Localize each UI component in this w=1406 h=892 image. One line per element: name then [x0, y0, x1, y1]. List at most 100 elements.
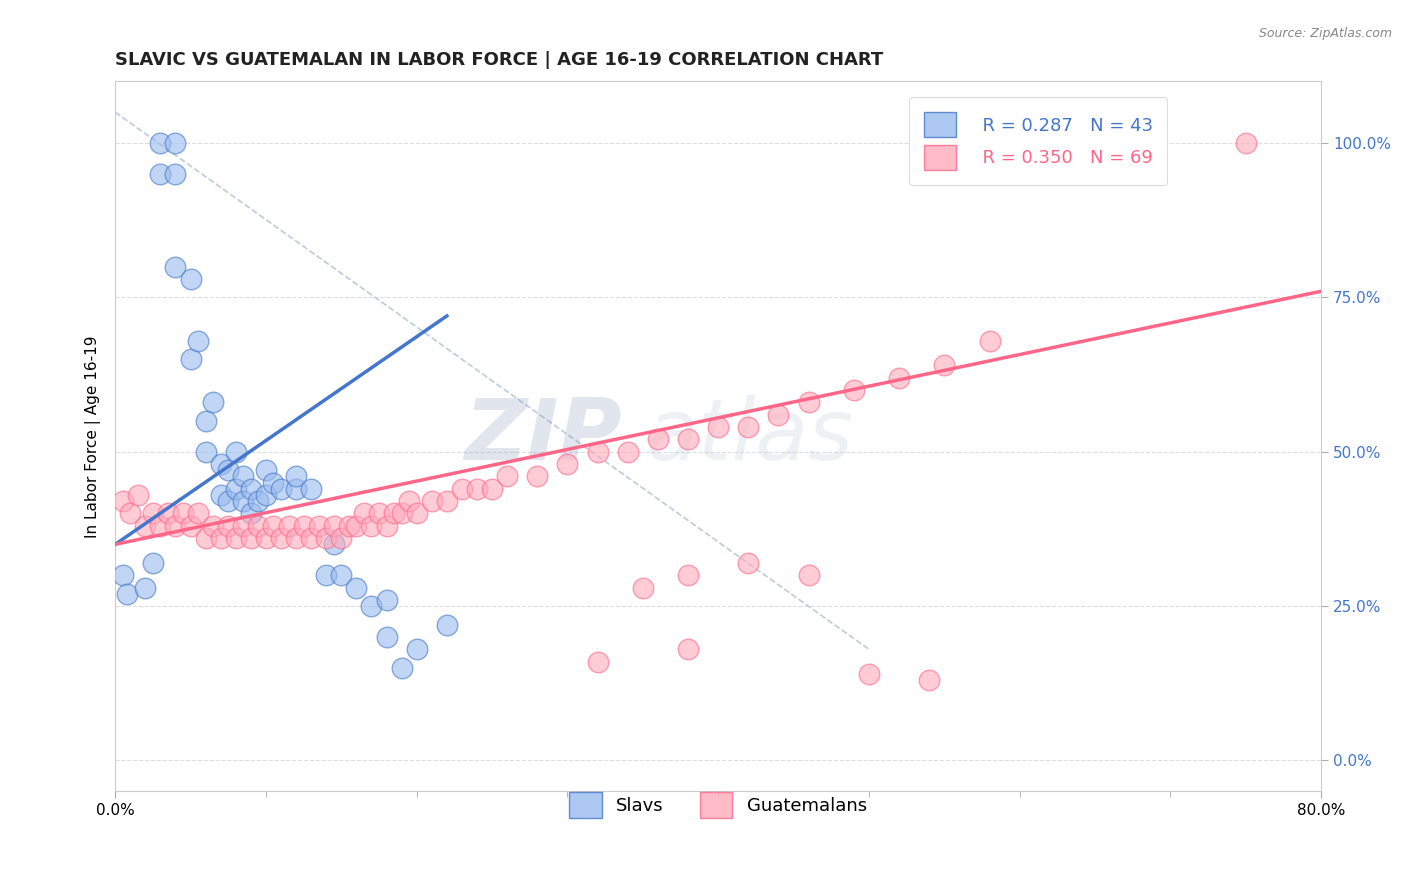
- Point: [934, 359, 956, 373]
- Point: [315, 568, 337, 582]
- Text: Source: ZipAtlas.com: Source: ZipAtlas.com: [1258, 27, 1392, 40]
- Point: [156, 507, 179, 521]
- Point: [165, 519, 187, 533]
- Point: [398, 494, 420, 508]
- Point: [979, 334, 1001, 348]
- Point: [247, 519, 270, 533]
- Point: [797, 395, 820, 409]
- Point: [254, 531, 277, 545]
- Point: [797, 568, 820, 582]
- Point: [405, 642, 427, 657]
- Point: [344, 519, 367, 533]
- Y-axis label: In Labor Force | Age 16-19: In Labor Force | Age 16-19: [86, 335, 101, 538]
- Point: [676, 433, 699, 447]
- Point: [299, 531, 322, 545]
- Point: [232, 469, 254, 483]
- Text: ZIP: ZIP: [464, 395, 621, 478]
- Point: [337, 519, 360, 533]
- Point: [465, 482, 488, 496]
- Point: [496, 469, 519, 483]
- Point: [127, 488, 149, 502]
- Point: [526, 469, 548, 483]
- Point: [254, 463, 277, 477]
- Point: [436, 494, 458, 508]
- Point: [285, 482, 308, 496]
- Point: [375, 519, 398, 533]
- Point: [631, 581, 654, 595]
- Point: [217, 519, 239, 533]
- Point: [918, 673, 941, 688]
- Point: [172, 507, 194, 521]
- Point: [209, 457, 232, 471]
- Point: [180, 352, 202, 367]
- Point: [315, 531, 337, 545]
- Point: [149, 167, 172, 181]
- Point: [344, 581, 367, 595]
- Text: SLAVIC VS GUATEMALAN IN LABOR FORCE | AGE 16-19 CORRELATION CHART: SLAVIC VS GUATEMALAN IN LABOR FORCE | AG…: [115, 51, 883, 69]
- Point: [194, 444, 217, 458]
- Point: [586, 444, 609, 458]
- Point: [165, 136, 187, 150]
- Point: [391, 507, 413, 521]
- Point: [187, 334, 209, 348]
- Point: [308, 519, 330, 533]
- Point: [263, 519, 285, 533]
- Point: [225, 482, 247, 496]
- Point: [225, 444, 247, 458]
- Point: [382, 507, 405, 521]
- Point: [187, 507, 209, 521]
- Point: [263, 475, 285, 490]
- Point: [586, 655, 609, 669]
- Point: [420, 494, 443, 508]
- Point: [202, 519, 225, 533]
- Point: [149, 136, 172, 150]
- Point: [142, 556, 165, 570]
- Point: [232, 494, 254, 508]
- Point: [299, 482, 322, 496]
- Point: [322, 537, 344, 551]
- Point: [375, 593, 398, 607]
- Point: [330, 531, 353, 545]
- Point: [165, 167, 187, 181]
- Point: [557, 457, 579, 471]
- Point: [360, 599, 382, 613]
- Point: [368, 507, 391, 521]
- Point: [1234, 136, 1257, 150]
- Point: [111, 568, 134, 582]
- Point: [120, 507, 142, 521]
- Point: [277, 519, 299, 533]
- Point: [239, 482, 262, 496]
- Point: [353, 507, 375, 521]
- Point: [360, 519, 382, 533]
- Point: [391, 661, 413, 675]
- Point: [436, 617, 458, 632]
- Point: [209, 531, 232, 545]
- Point: [616, 444, 638, 458]
- Point: [180, 272, 202, 286]
- Point: [737, 420, 759, 434]
- Point: [858, 667, 880, 681]
- Point: [232, 519, 254, 533]
- Point: [117, 587, 139, 601]
- Point: [217, 494, 239, 508]
- Point: [887, 370, 910, 384]
- Point: [202, 395, 225, 409]
- Point: [451, 482, 474, 496]
- Point: [134, 519, 156, 533]
- Point: [322, 519, 344, 533]
- Point: [165, 260, 187, 274]
- Point: [375, 630, 398, 644]
- Point: [209, 488, 232, 502]
- Point: [768, 408, 790, 422]
- Point: [405, 507, 427, 521]
- Point: [285, 469, 308, 483]
- Point: [737, 556, 759, 570]
- Point: [647, 433, 669, 447]
- Point: [239, 531, 262, 545]
- Point: [194, 414, 217, 428]
- Point: [270, 482, 292, 496]
- Text: atlas: atlas: [645, 395, 853, 478]
- Point: [481, 482, 503, 496]
- Point: [149, 519, 172, 533]
- Point: [254, 488, 277, 502]
